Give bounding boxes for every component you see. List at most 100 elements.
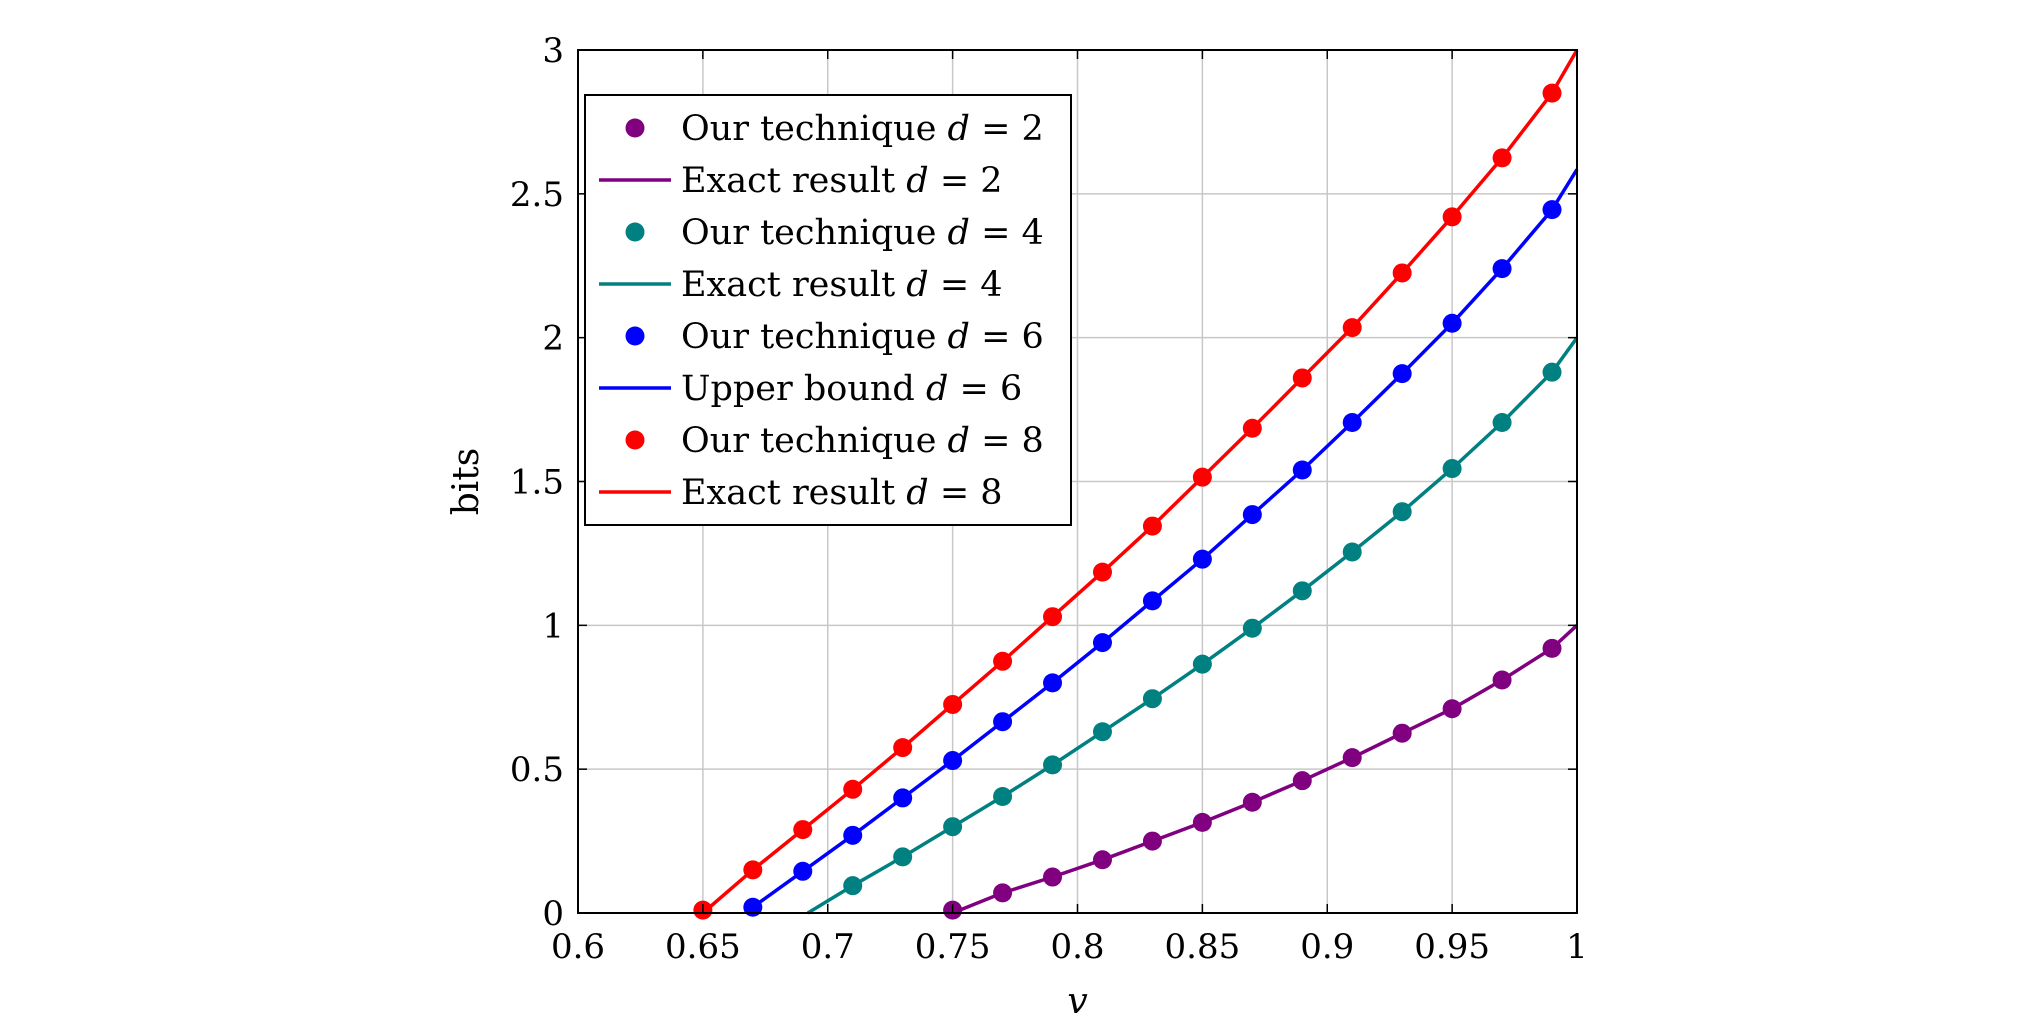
y-tick-label: 1.5 xyxy=(510,463,564,503)
data-point xyxy=(1242,618,1262,638)
legend-label-var: d xyxy=(948,109,970,149)
legend-label: Exact result d = 2 xyxy=(681,161,1003,201)
data-point xyxy=(1043,607,1063,627)
legend-entry: Exact result d = 8 xyxy=(599,473,1003,513)
data-point xyxy=(1492,259,1512,279)
legend-label: Exact result d = 4 xyxy=(681,265,1003,305)
data-point xyxy=(893,738,913,758)
legend-marker xyxy=(625,326,645,346)
axis-ticks: 0.6 0.65 0.7 0.75 0.8 0.85 0.9 0.95 1 0 0.5 1 1.5 2 2.… xyxy=(510,31,1588,967)
legend-label-eq: = 2 xyxy=(929,161,1003,201)
legend-label-text: Our technique xyxy=(681,213,948,253)
data-point xyxy=(893,788,913,808)
x-tick-label: 0.85 xyxy=(1165,927,1241,967)
legend-label-eq: = 8 xyxy=(970,421,1044,461)
data-point xyxy=(1092,562,1112,582)
legend-label-var: d xyxy=(948,421,970,461)
series-markers-3 xyxy=(693,83,1562,920)
data-point xyxy=(1192,549,1212,569)
data-point xyxy=(843,825,863,845)
legend-label-var: d xyxy=(906,161,928,201)
y-tick-label: 2 xyxy=(542,319,564,359)
legend-label-text: Our technique xyxy=(681,317,948,357)
series-markers-0 xyxy=(943,638,1562,920)
x-tick-label: 1 xyxy=(1566,927,1588,967)
legend-entry: Our technique d = 6 xyxy=(625,317,1044,357)
x-tick-label: 0.9 xyxy=(1300,927,1354,967)
legend-label-text: Exact result xyxy=(681,265,906,305)
legend-label-text: Exact result xyxy=(681,161,906,201)
legend-label: Our technique d = 2 xyxy=(681,109,1044,149)
data-point xyxy=(1092,850,1112,870)
data-point xyxy=(1342,542,1362,562)
legend-entry: Our technique d = 4 xyxy=(625,213,1044,253)
data-point xyxy=(993,712,1013,732)
legend-label: Exact result d = 8 xyxy=(681,473,1003,513)
data-point xyxy=(943,817,963,837)
data-point xyxy=(1392,723,1412,743)
legend-entry: Exact result d = 4 xyxy=(599,265,1003,305)
legend-label: Upper bound d = 6 xyxy=(681,369,1022,409)
data-point xyxy=(893,847,913,867)
x-tick-label: 0.75 xyxy=(915,927,991,967)
data-point xyxy=(1392,364,1412,384)
data-point xyxy=(1542,83,1562,103)
data-point xyxy=(793,861,813,881)
data-point xyxy=(1342,748,1362,768)
data-point xyxy=(1442,313,1462,333)
data-point xyxy=(1492,148,1512,168)
data-point xyxy=(1292,368,1312,388)
y-tick-label: 3 xyxy=(542,31,564,71)
legend-entry: Exact result d = 2 xyxy=(599,161,1003,201)
legend-marker xyxy=(625,118,645,138)
data-point xyxy=(1292,581,1312,601)
data-point xyxy=(1242,418,1262,438)
legend-label-text: Our technique xyxy=(681,109,948,149)
legend-label-eq: = 2 xyxy=(970,109,1044,149)
data-point xyxy=(1242,792,1262,812)
data-point xyxy=(1492,413,1512,433)
legend-label-var: d xyxy=(906,473,928,513)
data-point xyxy=(1492,670,1512,690)
legend-label-text: Exact result xyxy=(681,473,906,513)
x-tick-label: 0.65 xyxy=(665,927,741,967)
data-point xyxy=(1043,867,1063,887)
data-point xyxy=(1442,459,1462,479)
data-point xyxy=(993,786,1013,806)
data-point xyxy=(1442,207,1462,227)
data-point xyxy=(1542,362,1562,382)
data-point xyxy=(793,820,813,840)
y-axis-label: bits xyxy=(446,448,487,516)
data-point xyxy=(743,860,763,880)
x-tick-label: 0.8 xyxy=(1050,927,1104,967)
x-tick-label: 0.95 xyxy=(1414,927,1490,967)
legend-marker xyxy=(625,222,645,242)
legend-label-eq: = 4 xyxy=(929,265,1003,305)
legend-entry: Upper bound d = 6 xyxy=(599,369,1022,409)
y-tick-label: 2.5 xyxy=(510,175,564,215)
x-tick-label: 0.6 xyxy=(551,927,605,967)
data-point xyxy=(843,876,863,896)
data-point xyxy=(843,779,863,799)
data-point xyxy=(1092,722,1112,742)
data-point xyxy=(1342,413,1362,433)
series-markers-2 xyxy=(743,200,1562,917)
legend-entry: Our technique d = 2 xyxy=(625,109,1044,149)
legend-label-var: d xyxy=(948,213,970,253)
legend-label-text: Upper bound xyxy=(681,369,926,409)
legend-marker xyxy=(625,430,645,450)
legend-label-eq: = 6 xyxy=(948,369,1022,409)
y-tick-label: 1 xyxy=(542,606,564,646)
legend-label-eq: = 8 xyxy=(929,473,1003,513)
legend-label-text: Our technique xyxy=(681,421,948,461)
data-point xyxy=(1043,755,1063,775)
plot-series xyxy=(693,49,1579,920)
legend-entry: Our technique d = 8 xyxy=(625,421,1044,461)
x-tick-label: 0.7 xyxy=(801,927,855,967)
data-point xyxy=(1292,771,1312,791)
legend-label-var: d xyxy=(906,265,928,305)
data-point xyxy=(1192,812,1212,832)
legend-label-eq: = 4 xyxy=(970,213,1044,253)
